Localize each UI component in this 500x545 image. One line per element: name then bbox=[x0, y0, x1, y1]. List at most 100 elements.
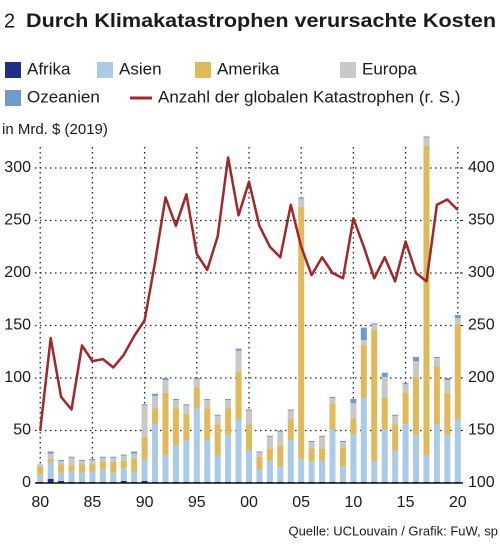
bar-segment bbox=[433, 424, 440, 482]
bar-segment bbox=[78, 464, 85, 473]
bar-segment bbox=[193, 408, 200, 482]
x-tick-label: 05 bbox=[292, 494, 310, 511]
bar-segment bbox=[360, 340, 367, 346]
bar-segment bbox=[371, 460, 378, 482]
bar-segment bbox=[235, 348, 242, 351]
x-tick-label: 15 bbox=[397, 494, 415, 511]
bar-segment bbox=[58, 460, 65, 465]
bar-segment bbox=[235, 371, 242, 419]
y2-tick-label: 100 bbox=[468, 474, 495, 491]
x-tick-label: 90 bbox=[136, 494, 154, 511]
bar-segment bbox=[99, 456, 106, 458]
bar-segment bbox=[350, 399, 357, 404]
bar-segment bbox=[246, 410, 252, 425]
bar-segment bbox=[329, 397, 336, 404]
bar-segment bbox=[360, 327, 367, 341]
bar-segment bbox=[413, 434, 420, 482]
legend-label: Anzahl der globalen Katastrophen (r. S.) bbox=[158, 87, 460, 106]
x-tick-label: 20 bbox=[449, 494, 467, 511]
bar-segment bbox=[266, 460, 273, 482]
y-tick-label: 250 bbox=[4, 212, 31, 229]
bar-segment bbox=[329, 396, 336, 398]
bar-segment bbox=[256, 469, 263, 482]
x-tick-label: 80 bbox=[31, 494, 49, 511]
legend-label: Afrika bbox=[27, 59, 71, 78]
bar-segment bbox=[433, 358, 440, 367]
legend-label: Amerika bbox=[217, 59, 280, 78]
bar-segment bbox=[99, 457, 106, 462]
bar-segment bbox=[256, 451, 263, 453]
bar-segment bbox=[350, 434, 357, 482]
bar-segment bbox=[339, 466, 346, 482]
bar-segment bbox=[204, 399, 211, 401]
bar-segment bbox=[89, 471, 96, 482]
bar-segment bbox=[319, 435, 326, 437]
bar-segment bbox=[350, 418, 357, 435]
bar-segment bbox=[277, 431, 284, 446]
bar-segment bbox=[392, 415, 399, 425]
bar-segment bbox=[225, 400, 232, 409]
bar-segment bbox=[360, 345, 367, 398]
bar-segment bbox=[141, 459, 148, 481]
bar-segment bbox=[381, 429, 388, 482]
bar-segment bbox=[152, 408, 159, 425]
bar-segment bbox=[298, 197, 305, 199]
bar-segment bbox=[329, 429, 336, 482]
bar-segment bbox=[131, 471, 138, 482]
legend-label: Asien bbox=[119, 59, 162, 78]
bar-segment bbox=[152, 424, 159, 482]
bar-segment bbox=[110, 457, 117, 462]
bar-segment bbox=[204, 439, 211, 482]
bar-segment bbox=[433, 366, 440, 425]
bar-segment bbox=[193, 378, 200, 380]
bar-segment bbox=[371, 329, 378, 461]
bar-segment bbox=[444, 378, 451, 381]
bar-segment bbox=[444, 434, 451, 482]
y-tick-label: 50 bbox=[13, 422, 31, 439]
bar-segment bbox=[131, 451, 138, 454]
bar-segment bbox=[172, 400, 179, 409]
bar-segment bbox=[298, 458, 305, 482]
x-tick-label: 85 bbox=[84, 494, 102, 511]
bar-segment bbox=[47, 478, 54, 483]
bar-segment bbox=[319, 460, 326, 482]
bar-segment bbox=[287, 409, 294, 411]
bar-segment bbox=[110, 456, 117, 458]
line-series bbox=[38, 156, 459, 431]
chart-title: Durch Klimakatastrophen verursachte Kost… bbox=[26, 11, 496, 32]
bar-segment bbox=[402, 383, 409, 385]
bar-segment bbox=[131, 458, 138, 472]
bar-segment bbox=[402, 424, 409, 482]
bar-segment bbox=[58, 464, 65, 473]
bar-segment bbox=[162, 455, 169, 482]
bar-segment bbox=[371, 324, 378, 330]
bar-segment bbox=[454, 324, 461, 419]
y-tick-label: 0 bbox=[22, 474, 31, 491]
bar-segment bbox=[172, 399, 179, 401]
bar-segment bbox=[277, 430, 284, 432]
bar-segment bbox=[131, 453, 138, 459]
bar-segment bbox=[78, 459, 85, 461]
y2-tick-label: 300 bbox=[468, 264, 495, 281]
bar-segment bbox=[78, 472, 85, 482]
bar-segment bbox=[89, 459, 96, 465]
bar-segment bbox=[308, 441, 315, 443]
bar-segment bbox=[308, 460, 315, 482]
bar-segment bbox=[392, 424, 399, 451]
bar-segment bbox=[423, 145, 430, 456]
bar-segment bbox=[120, 468, 127, 481]
bar-segment bbox=[183, 404, 190, 406]
bar-segment bbox=[68, 457, 75, 466]
bar-segment bbox=[162, 392, 169, 456]
bar-segment bbox=[225, 399, 232, 401]
bar-segment bbox=[413, 361, 420, 377]
bar-segment bbox=[277, 445, 284, 467]
bar-segment bbox=[371, 323, 378, 325]
y-tick-label: 200 bbox=[4, 264, 31, 281]
x-tick-label: 10 bbox=[344, 494, 362, 511]
y-tick-label: 300 bbox=[4, 159, 31, 176]
bar-segment bbox=[47, 462, 54, 479]
bar-segment bbox=[413, 376, 420, 435]
bar-segment bbox=[454, 318, 461, 325]
bar-segment bbox=[319, 448, 326, 461]
